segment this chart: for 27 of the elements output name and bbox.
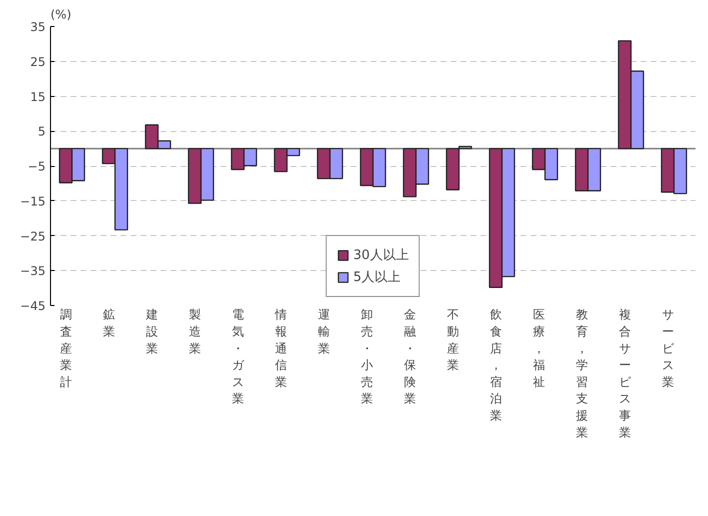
x-tick-label: 電気・ガス業	[232, 308, 245, 406]
y-tick-label: −45	[20, 299, 46, 313]
y-tick-label: 25	[30, 54, 46, 69]
x-tick-label: 製造業	[189, 308, 201, 356]
x-tick-label: 不動産業	[447, 308, 459, 372]
y-tick-label: −35	[20, 264, 46, 278]
y-tick-label: 35	[30, 20, 46, 34]
x-tick-label: 医療，福祉	[533, 308, 545, 389]
x-tick-label: 教育，学習支援業	[576, 308, 588, 440]
y-tick-label: −25	[20, 229, 46, 244]
x-tick-label: 調査産業計	[60, 308, 72, 389]
x-tick-label: 飲食店，宿泊業	[490, 308, 502, 422]
x-tick-label: 運輸業	[318, 308, 330, 356]
y-tick-label: −5	[28, 160, 46, 174]
x-tick-label: サービス業	[662, 308, 675, 389]
legend-label: 30人以上	[353, 247, 409, 264]
x-tick-label: 卸売・小売業	[361, 308, 373, 406]
x-tick-label: 複合サービス事業	[619, 308, 632, 440]
x-tick-label: 鉱業	[103, 308, 115, 338]
y-tick-label: 15	[30, 90, 46, 104]
y-tick-label: −15	[20, 194, 46, 208]
y-tick-label: 5	[38, 124, 46, 139]
legend-label: 5人以上	[353, 269, 401, 286]
x-tick-label: 建設業	[145, 308, 158, 356]
x-tick-label: 情報通信業	[274, 308, 287, 389]
x-tick-label: 金融・保険業	[404, 308, 416, 406]
y-axis-title: (%)	[50, 8, 72, 22]
